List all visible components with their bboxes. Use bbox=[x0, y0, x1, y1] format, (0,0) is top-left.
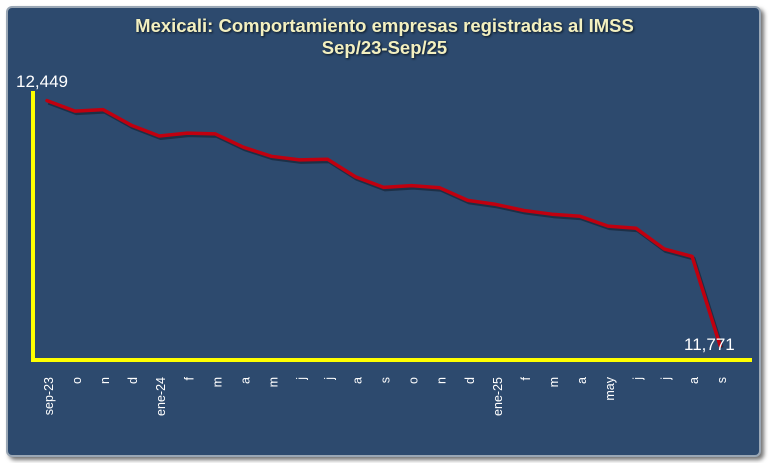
x-tick-label: j bbox=[323, 377, 337, 381]
x-tick-label: o bbox=[407, 377, 421, 384]
chart-title: Mexicali: Comportamiento empresas regist… bbox=[135, 15, 634, 36]
data-point bbox=[606, 224, 610, 228]
data-point bbox=[326, 158, 329, 161]
data-point bbox=[410, 184, 413, 187]
x-tick-label: ene-25 bbox=[491, 377, 505, 416]
data-point bbox=[634, 227, 638, 230]
data-point bbox=[298, 158, 301, 162]
x-tick-label: m bbox=[266, 377, 280, 387]
data-point bbox=[354, 175, 357, 179]
data-point bbox=[45, 99, 49, 102]
x-tick-label: n bbox=[435, 377, 449, 384]
x-tick-label: a bbox=[238, 377, 252, 384]
chart-subtitle: Sep/23-Sep/25 bbox=[321, 37, 448, 58]
x-tick-label: o bbox=[70, 377, 84, 384]
data-point bbox=[690, 255, 694, 258]
data-point bbox=[382, 186, 385, 189]
data-point bbox=[101, 108, 105, 111]
data-point bbox=[73, 109, 77, 113]
data-point bbox=[158, 134, 161, 138]
x-tick-label: s bbox=[715, 377, 729, 383]
data-point bbox=[242, 146, 245, 149]
x-tick-label: j bbox=[631, 377, 645, 381]
data-point bbox=[578, 215, 582, 218]
series-line-shadow bbox=[47, 100, 724, 349]
x-tick-label: m bbox=[547, 377, 561, 387]
data-point bbox=[438, 186, 441, 189]
x-tick-label: d bbox=[463, 377, 477, 384]
x-tick-label: m bbox=[210, 377, 224, 387]
x-tick-label: sep-23 bbox=[42, 377, 56, 415]
series-line bbox=[45, 98, 722, 348]
data-point bbox=[719, 344, 722, 347]
data-point bbox=[214, 132, 217, 136]
data-point bbox=[550, 213, 554, 216]
x-tick-label: a bbox=[575, 377, 589, 384]
chart-area bbox=[6, 6, 761, 457]
x-tick-label: may bbox=[603, 376, 617, 400]
x-tick-label: f bbox=[182, 376, 196, 380]
x-tick-label: j bbox=[659, 377, 673, 381]
data-point bbox=[494, 203, 497, 206]
chart-title-block: Mexicali: Comportamiento empresas regist… bbox=[0, 15, 769, 59]
data-point bbox=[270, 155, 273, 158]
x-tick-label: d bbox=[126, 377, 140, 384]
x-tick-label: f bbox=[519, 376, 533, 380]
data-point bbox=[522, 209, 526, 212]
x-tick-label: s bbox=[379, 377, 393, 383]
data-label-last: 11,771 bbox=[684, 335, 735, 354]
data-label-first: 12,449 bbox=[16, 72, 68, 91]
data-point bbox=[662, 247, 666, 251]
data-point bbox=[186, 131, 189, 135]
x-tick-label: a bbox=[351, 377, 365, 384]
x-tick-label: a bbox=[687, 377, 701, 384]
x-tick-label: n bbox=[98, 377, 112, 384]
data-point bbox=[130, 124, 133, 127]
x-tick-label: j bbox=[294, 377, 308, 381]
data-point bbox=[466, 199, 469, 202]
x-tick-label: ene-24 bbox=[154, 377, 168, 416]
